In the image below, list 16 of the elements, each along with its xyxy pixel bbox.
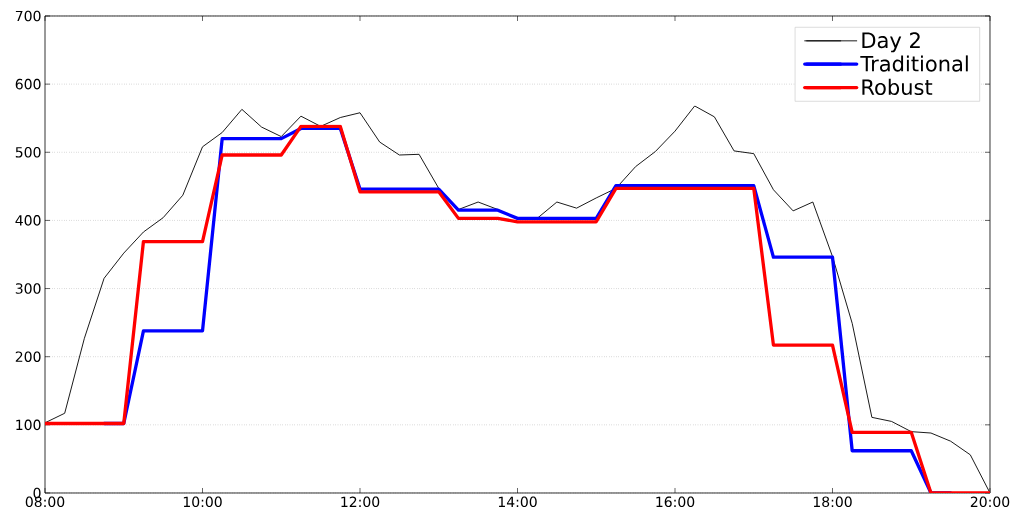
y-tick-label: 600 <box>15 78 41 90</box>
y-tick-label: 400 <box>15 215 41 226</box>
y-tick-label: 300 <box>15 283 41 294</box>
legend-label: Traditional <box>860 55 968 72</box>
x-tick-label: 18:00 <box>813 496 852 508</box>
y-tick-label: 700 <box>15 10 41 22</box>
y-tick-label: 100 <box>16 419 41 431</box>
x-tick-label: 20:00 <box>970 496 1010 508</box>
x-tick-label: 16:00 <box>656 496 695 508</box>
y-tick-label: 200 <box>15 351 41 362</box>
x-tick-label: 14:00 <box>498 496 537 508</box>
legend-label: Robust <box>862 78 933 96</box>
x-tick-label: 12:00 <box>341 496 380 508</box>
legend-label: Day 2 <box>862 32 920 53</box>
x-tick-label: 10:00 <box>183 496 222 508</box>
y-tick-label: 500 <box>15 146 41 158</box>
